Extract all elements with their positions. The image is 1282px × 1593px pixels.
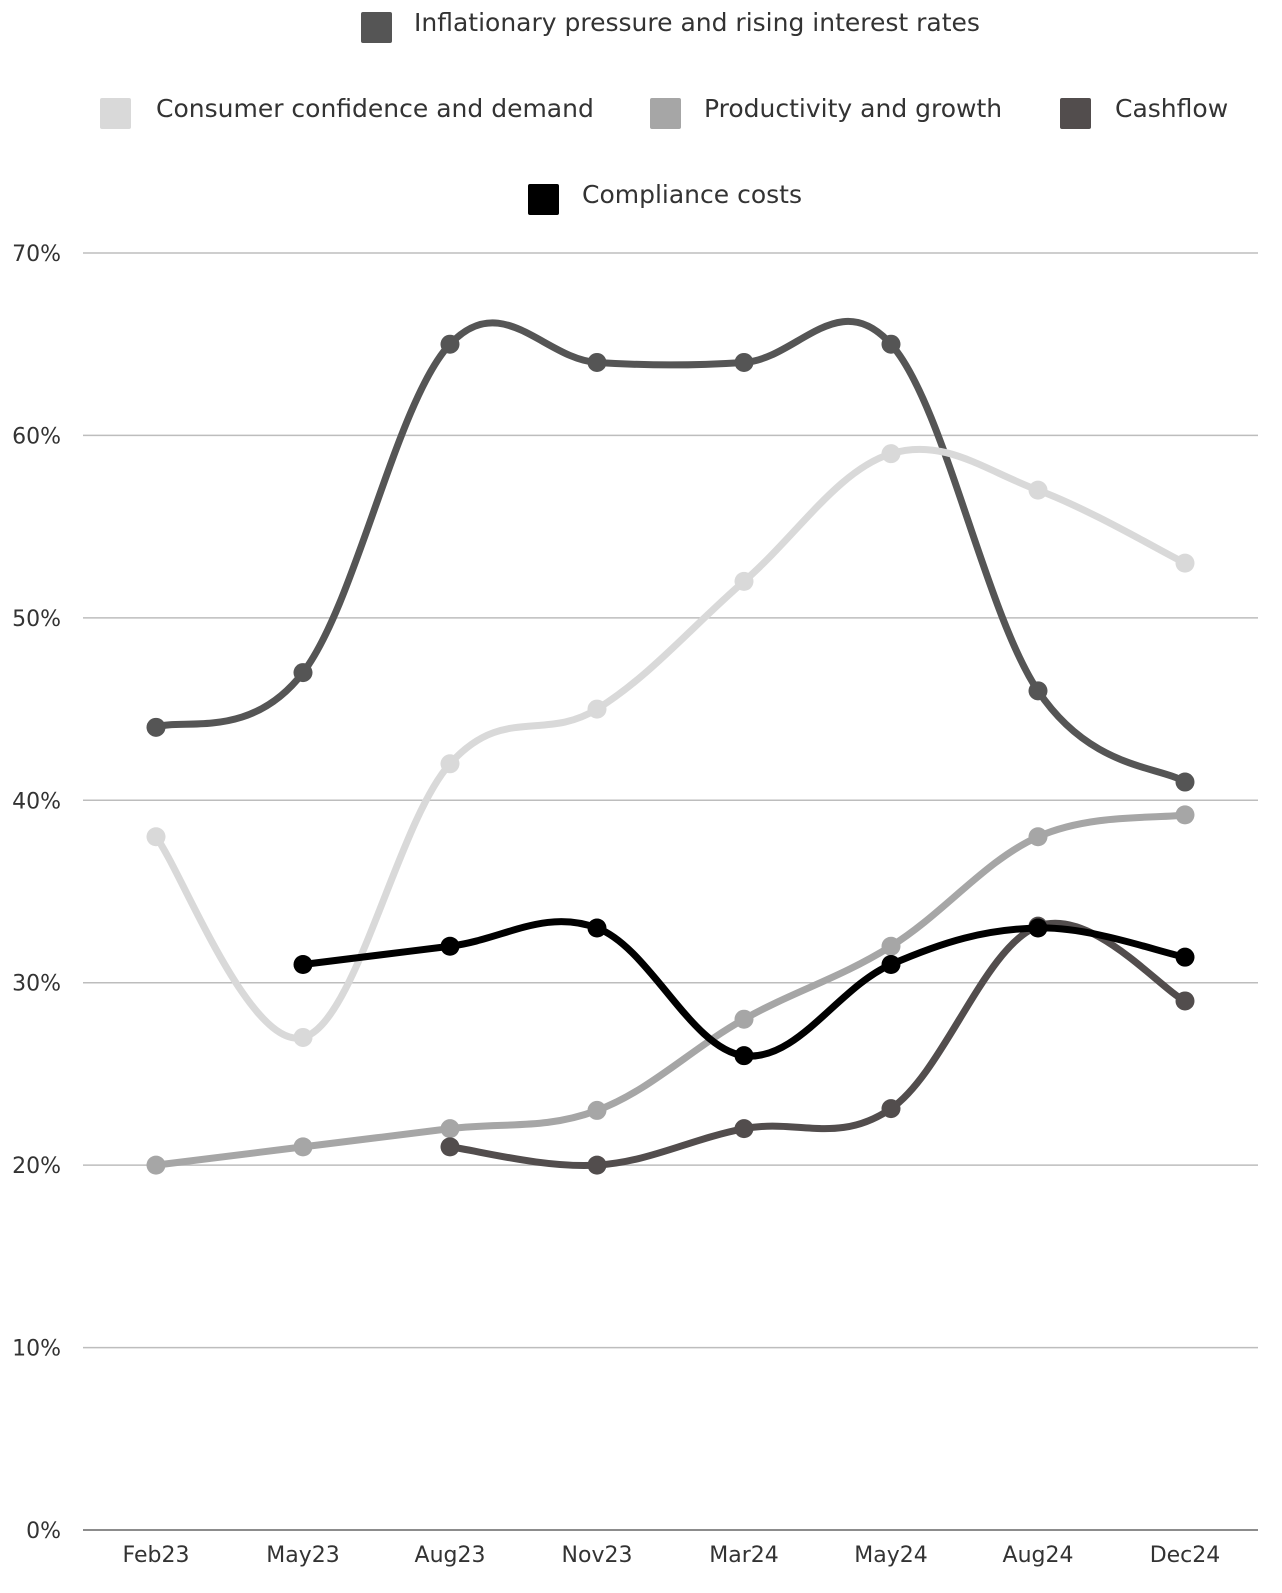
series-line	[446, 919, 1189, 1170]
x-tick-label: Aug23	[415, 1543, 486, 1568]
legend-item[interactable]: Compliance costs	[528, 180, 802, 215]
legend-swatch	[1060, 98, 1091, 129]
x-axis: Feb23 May23 Aug23 Nov23 Mar24 May24 Aug24 Dec24	[123, 1543, 1221, 1568]
data-point[interactable]	[293, 663, 313, 683]
plot-area	[146, 317, 1195, 1175]
data-point[interactable]	[734, 1046, 754, 1066]
x-tick-label: May24	[854, 1543, 927, 1568]
data-point[interactable]	[440, 936, 460, 956]
legend-swatch	[650, 98, 681, 129]
series-line	[152, 811, 1189, 1169]
x-tick-label: Dec24	[1150, 1543, 1221, 1568]
series-inflationary-pressure-and-rising-interest-rates	[146, 317, 1195, 792]
series-consumer-confidence-and-demand	[146, 444, 1195, 1047]
data-point[interactable]	[1028, 918, 1048, 938]
legend-item[interactable]: Consumer confidence and demand	[100, 94, 594, 129]
data-point[interactable]	[146, 827, 166, 847]
y-tick-label: 10%	[12, 1337, 61, 1362]
series-compliance-costs	[293, 918, 1195, 1066]
data-point[interactable]	[1175, 991, 1195, 1011]
y-tick-label: 70%	[12, 242, 61, 267]
data-point[interactable]	[293, 1137, 313, 1157]
y-tick-label: 20%	[12, 1154, 61, 1179]
data-point[interactable]	[587, 352, 607, 372]
data-point[interactable]	[881, 334, 901, 354]
legend-label: Compliance costs	[582, 180, 802, 209]
series-line	[299, 918, 1189, 1060]
data-point[interactable]	[1175, 805, 1195, 825]
data-point[interactable]	[1028, 681, 1048, 701]
data-point[interactable]	[1028, 480, 1048, 500]
data-point[interactable]	[587, 1100, 607, 1120]
y-tick-label: 30%	[12, 972, 61, 997]
y-tick-label: 40%	[12, 789, 61, 814]
data-point[interactable]	[881, 936, 901, 956]
data-point[interactable]	[1175, 553, 1195, 573]
data-point[interactable]	[734, 571, 754, 591]
legend-item[interactable]: Inflationary pressure and rising interes…	[361, 8, 980, 43]
legend-item[interactable]: Productivity and growth	[650, 94, 1002, 129]
data-point[interactable]	[440, 754, 460, 774]
legend-label: Inflationary pressure and rising interes…	[414, 8, 980, 37]
data-point[interactable]	[587, 1155, 607, 1175]
data-point[interactable]	[440, 1119, 460, 1139]
gridlines	[83, 252, 1258, 1531]
data-point[interactable]	[293, 954, 313, 974]
x-tick-label: Aug24	[1003, 1543, 1074, 1568]
data-point[interactable]	[146, 717, 166, 737]
series-line	[152, 317, 1189, 786]
series-cashflow	[440, 916, 1195, 1175]
y-axis: 0% 10% 20% 30% 40% 50% 60% 70%	[12, 242, 61, 1544]
data-point[interactable]	[881, 1099, 901, 1119]
data-point[interactable]	[293, 1027, 313, 1047]
data-point[interactable]	[734, 1119, 754, 1139]
legend: Inflationary pressure and rising interes…	[100, 8, 1228, 215]
data-point[interactable]	[881, 954, 901, 974]
legend-item[interactable]: Cashflow	[1060, 94, 1228, 129]
data-point[interactable]	[440, 334, 460, 354]
data-point[interactable]	[587, 699, 607, 719]
legend-swatch	[361, 12, 392, 43]
data-point[interactable]	[881, 444, 901, 464]
data-point[interactable]	[1175, 772, 1195, 792]
data-point[interactable]	[734, 1009, 754, 1029]
legend-label: Consumer confidence and demand	[156, 94, 594, 123]
y-tick-label: 50%	[12, 607, 61, 632]
data-point[interactable]	[1175, 947, 1195, 967]
legend-swatch	[528, 184, 559, 215]
legend-label: Cashflow	[1115, 94, 1228, 123]
legend-swatch	[100, 98, 131, 129]
data-point[interactable]	[587, 918, 607, 938]
y-tick-label: 0%	[26, 1519, 61, 1544]
data-point[interactable]	[440, 1137, 460, 1157]
series-productivity-and-growth	[146, 805, 1195, 1175]
data-point[interactable]	[1028, 827, 1048, 847]
data-point[interactable]	[146, 1155, 166, 1175]
x-tick-label: May23	[266, 1543, 339, 1568]
x-tick-label: Mar24	[709, 1543, 779, 1568]
series-line	[152, 445, 1189, 1042]
data-point[interactable]	[734, 352, 754, 372]
legend-label: Productivity and growth	[704, 94, 1002, 123]
y-tick-label: 60%	[12, 424, 61, 449]
x-tick-label: Nov23	[562, 1543, 633, 1568]
x-tick-label: Feb23	[123, 1543, 190, 1568]
